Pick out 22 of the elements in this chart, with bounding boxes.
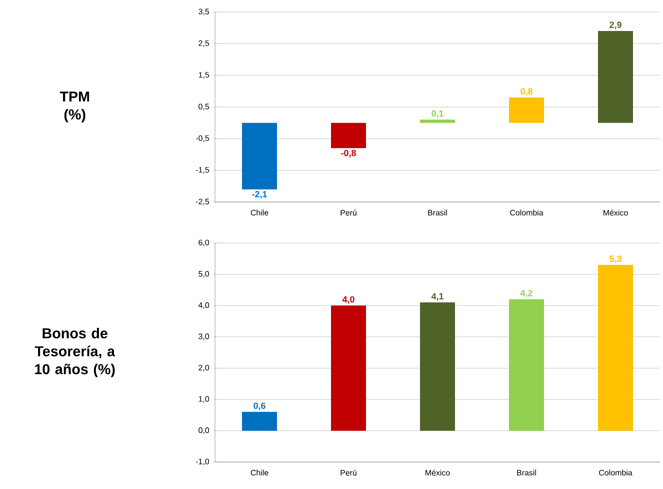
bar bbox=[509, 299, 544, 431]
data-label: 5,3 bbox=[610, 256, 622, 264]
bar bbox=[420, 120, 456, 123]
data-label: 0,6 bbox=[254, 402, 266, 410]
y-axis-title: TPM (%) bbox=[60, 92, 90, 122]
bar bbox=[420, 302, 456, 431]
data-label: 4,2 bbox=[520, 290, 532, 298]
data-label: 0,1 bbox=[432, 110, 444, 118]
bar bbox=[598, 264, 633, 431]
y-axis-title: Bonos de Tesorería, a 10 años (%) bbox=[34, 328, 116, 378]
data-label: 0,8 bbox=[520, 88, 532, 96]
data-label: 4,1 bbox=[431, 293, 444, 301]
bar bbox=[242, 412, 278, 431]
bar bbox=[598, 30, 633, 123]
data-label: -0,8 bbox=[341, 150, 356, 158]
data-label: -2,1 bbox=[252, 191, 267, 199]
bar bbox=[331, 306, 366, 431]
data-label: 4,0 bbox=[342, 296, 354, 304]
data-label: 2,9 bbox=[610, 22, 622, 30]
bar bbox=[242, 122, 278, 190]
bar bbox=[331, 122, 366, 148]
bar bbox=[509, 97, 544, 123]
